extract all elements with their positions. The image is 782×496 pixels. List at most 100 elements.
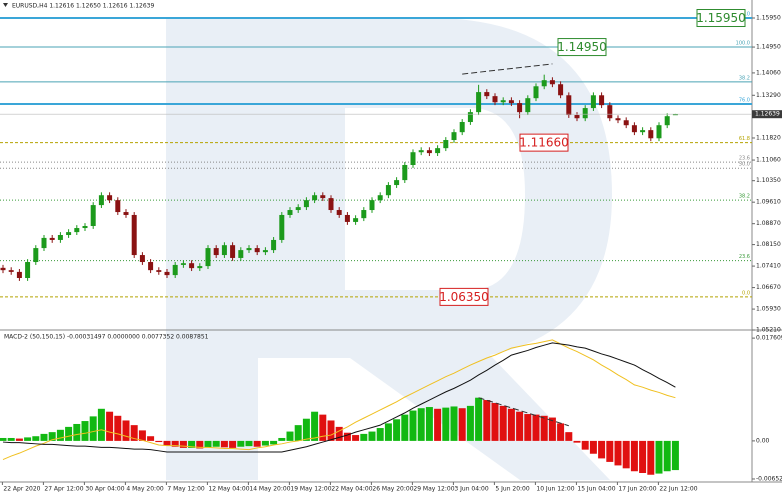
x-tick-label: 29 May 12:00: [413, 486, 454, 493]
x-tick-label: 7 May 12:00: [167, 486, 205, 493]
macd-histogram-bar: [655, 440, 663, 474]
candle-body: [164, 271, 170, 276]
macd-histogram-bar: [614, 440, 622, 466]
macd-histogram-bar: [532, 414, 540, 441]
macd-header: MACD-2 (50,150,15) -0.00031497 0.0000000…: [4, 334, 209, 341]
candle-body: [369, 200, 375, 211]
macd-histogram-bar: [417, 408, 425, 441]
macd-histogram-bar: [630, 440, 638, 472]
macd-histogram-bar: [32, 436, 40, 441]
macd-histogram-bar: [65, 426, 73, 441]
candle-body: [549, 80, 555, 85]
macd-histogram-bar: [212, 440, 220, 447]
fib-level-label: 38.2: [739, 75, 750, 81]
y-tick-label: 1.15950: [756, 15, 781, 22]
candle-body: [451, 132, 457, 141]
macd-histogram-bar: [581, 440, 589, 450]
fib-level-label: 0.0: [742, 12, 750, 18]
candle-body: [467, 112, 473, 123]
x-tick-label: 14 May 20:00: [249, 486, 290, 493]
macd-histogram-bar: [15, 438, 23, 441]
macd-histogram-bar: [393, 419, 401, 441]
candle-body: [344, 214, 350, 222]
x-tick-label: 12 May 04:00: [208, 486, 249, 493]
price-box: [557, 38, 607, 57]
macd-histogram-bar: [442, 407, 450, 441]
x-tick-label: 30 Apr 04:00: [85, 486, 124, 493]
x-tick-label: 4 May 20:00: [126, 486, 164, 493]
macd-histogram-bar: [138, 430, 146, 441]
x-tick-label: 10 Jun 12:00: [536, 486, 574, 493]
candle-body: [57, 235, 63, 240]
candle-body: [377, 195, 383, 201]
candle-body: [533, 86, 539, 99]
macd-histogram-bar: [188, 440, 196, 448]
macd-histogram-bar: [458, 408, 466, 441]
candle-body: [402, 165, 408, 181]
macd-histogram-bar: [114, 415, 122, 441]
candle-body: [508, 100, 514, 104]
candle-body: [246, 248, 252, 251]
candle-body: [189, 263, 195, 269]
candle-body: [303, 200, 309, 208]
macd-histogram-bar: [0, 437, 7, 441]
macd-histogram-bar: [401, 414, 409, 441]
candle-body: [599, 95, 605, 106]
price-box: [696, 9, 746, 28]
macd-histogram-bar: [89, 416, 97, 441]
x-tick-label: 5 Jun 20:00: [495, 486, 529, 493]
macd-histogram-bar: [499, 405, 507, 441]
candle-body: [353, 218, 359, 222]
macd-histogram-bar: [97, 408, 105, 441]
x-tick-label: 27 Apr 12:00: [44, 486, 83, 493]
macd-histogram-bar: [409, 410, 417, 441]
candle-body: [656, 125, 662, 139]
fib-level-label: 76.0: [739, 97, 750, 103]
candle-body: [615, 118, 621, 121]
x-tick-label: 22 May 04:00: [331, 486, 372, 493]
candle-body: [238, 250, 244, 258]
candle-body: [230, 245, 236, 258]
candle-body: [476, 92, 482, 113]
macd-histogram-bar: [557, 423, 565, 441]
candle-body: [90, 205, 96, 227]
candle-body: [484, 92, 490, 97]
candle-body: [148, 262, 154, 271]
macd-histogram-bar: [434, 408, 442, 441]
candle-body: [312, 195, 318, 201]
candle-body: [541, 80, 547, 87]
macd-histogram-bar: [327, 420, 335, 441]
macd-histogram-bar: [565, 432, 573, 441]
candle-body: [8, 270, 14, 272]
macd-histogram-bar: [270, 440, 278, 445]
candle-body: [492, 96, 498, 103]
macd-histogram-bar: [376, 428, 384, 441]
candle-body: [648, 130, 654, 139]
y-tick-label: 0.017609: [756, 335, 782, 342]
macd-histogram-bar: [548, 417, 556, 441]
macd-histogram-bar: [196, 440, 204, 449]
y-tick-label: 0.00: [756, 437, 770, 444]
candle-body: [0, 267, 6, 271]
y-tick-label: 1.11820: [756, 134, 781, 141]
candle-body: [385, 185, 391, 196]
macd-histogram-bar: [229, 440, 237, 448]
candle-body: [82, 226, 88, 229]
current-price-box: [752, 110, 782, 119]
candle-body: [328, 198, 334, 211]
candle-body: [525, 98, 531, 113]
candle-body: [180, 263, 186, 265]
candle-body: [107, 195, 113, 201]
trendline: [462, 63, 553, 75]
candle-body: [221, 245, 227, 256]
candle-body: [172, 264, 178, 276]
candle-body: [672, 114, 678, 116]
candle-body: [623, 120, 629, 126]
y-tick-label: -0.006524: [756, 475, 782, 482]
macd-histogram-bar: [245, 440, 253, 447]
macd-histogram-bar: [598, 440, 606, 459]
candle-body: [205, 248, 211, 267]
candle-body: [131, 214, 137, 256]
price-box: [439, 287, 489, 306]
